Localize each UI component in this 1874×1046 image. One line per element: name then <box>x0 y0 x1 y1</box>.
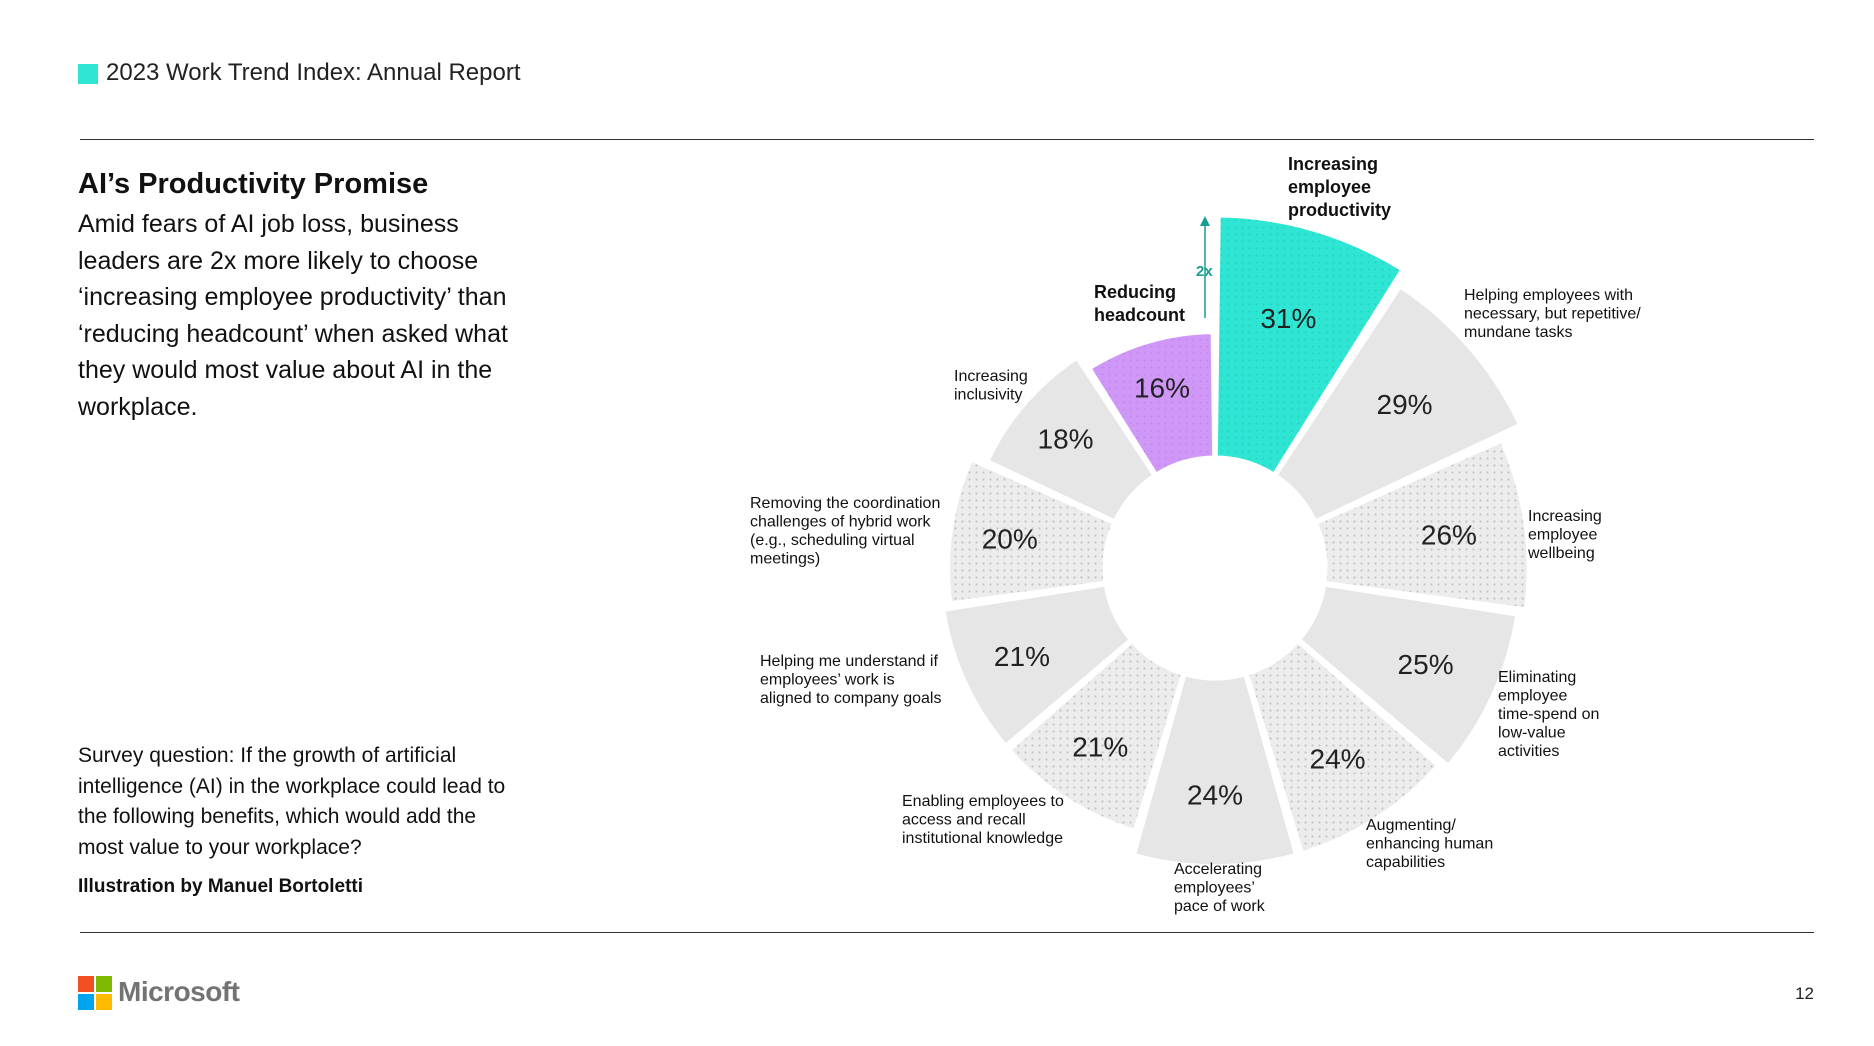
segment-category-label: Accelerating employees’ pace of work <box>1174 861 1266 915</box>
intro-paragraph: Amid fears of AI job loss, business lead… <box>78 210 508 421</box>
chart-segment-4 <box>1297 583 1519 768</box>
multiplier-label: 2x <box>1196 263 1213 280</box>
chart-segment-11 <box>1088 331 1216 476</box>
segment-value-label: 31% <box>1260 303 1316 334</box>
segment-category-label: Removing the coordination challenges of h… <box>750 495 940 568</box>
segment-value-label: 16% <box>1134 373 1190 404</box>
bottom-divider <box>80 932 1814 933</box>
segment-category-label: Helping me understand if employees’ work … <box>760 653 941 707</box>
segment-category-label: Reducing headcount <box>1094 282 1185 325</box>
segment-value-label: 26% <box>1421 519 1477 550</box>
multiplier-annotation: 2x <box>1196 216 1213 318</box>
segment-value-label: 20% <box>982 523 1038 554</box>
segment-category-label: Increasing inclusivity <box>954 368 1028 404</box>
segment-value-label: 25% <box>1398 649 1454 680</box>
chart-segment-8 <box>942 583 1133 748</box>
chart-segment-10 <box>986 356 1156 523</box>
chart-segment-1 <box>1214 214 1404 476</box>
page-number: 12 <box>1795 984 1814 1003</box>
segment-category-label: Increasing employee productivity <box>1288 154 1391 220</box>
segment-value-label: 29% <box>1377 389 1433 420</box>
chart-segment-7 <box>1007 639 1185 833</box>
segment-category-label: Increasing employee wellbeing <box>1527 508 1602 562</box>
chart-segment-3 <box>1314 439 1530 611</box>
chart-segment-2 <box>1274 285 1522 523</box>
chart-segment-5 <box>1245 639 1440 855</box>
segment-category-label: Enabling employees to access and recall in… <box>902 793 1064 847</box>
header-accent-square <box>78 64 98 84</box>
section-heading: AI’s Productivity Promise <box>78 168 429 200</box>
segment-value-label: 24% <box>1310 744 1366 775</box>
segment-value-label: 18% <box>1038 423 1094 454</box>
survey-question: Survey question: If the growth of artifi… <box>78 744 506 859</box>
brand-name: Microsoft <box>118 976 240 1007</box>
segment-category-label: Augmenting/enhancing human capabilities <box>1366 817 1493 871</box>
segment-category-label: Eliminating employee time-spend on low-valu… <box>1498 669 1599 760</box>
segment-category-label: Helping employees with necessary, but rep… <box>1464 287 1641 341</box>
report-title: 2023 Work Trend Index: Annual Report <box>106 59 521 86</box>
segment-value-label: 21% <box>994 641 1050 672</box>
chart-segment-6 <box>1132 673 1298 868</box>
segment-value-label: 21% <box>1072 732 1128 763</box>
illustration-credit: Illustration by Manuel Bortoletti <box>78 876 364 897</box>
segment-value-label: 24% <box>1187 780 1243 811</box>
top-divider <box>80 139 1814 140</box>
chart-segment-9 <box>947 458 1116 605</box>
microsoft-logo-icon <box>78 976 112 1010</box>
